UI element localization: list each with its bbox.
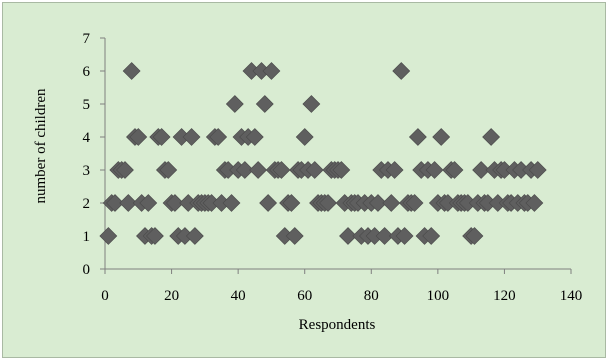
data-point [369,194,387,212]
data-points [99,62,547,245]
data-point [245,128,264,146]
data-point [259,194,278,212]
data-point [528,161,547,179]
data-point [385,161,404,179]
data-point [332,161,351,179]
y-tick-label: 2 [83,196,91,212]
x-tick-labels: 0 20 40 60 80 100 120 140 [101,288,582,304]
x-tick-label: 120 [493,288,516,304]
data-point [182,128,201,146]
x-tick-label: 60 [297,288,312,304]
data-point [425,161,444,179]
x-tick-label: 20 [164,288,179,304]
y-tick-label: 1 [83,229,91,245]
data-point [119,194,138,212]
x-axis-title: Respondents [299,317,376,333]
data-point [375,227,394,245]
y-tick-label: 4 [83,130,91,146]
data-point [116,161,134,179]
data-point [445,161,464,179]
data-point [285,227,304,245]
data-point [422,227,441,245]
data-point [165,194,184,212]
x-tick-label: 40 [231,288,246,304]
data-point [482,128,501,146]
data-point [235,161,254,179]
data-point [392,62,411,80]
data-point [395,227,414,245]
data-point [319,194,337,212]
data-point [272,161,291,179]
data-point [222,194,241,212]
data-point [302,95,321,113]
data-point [405,194,424,212]
data-point [146,227,164,245]
y-tick-label: 6 [83,64,91,80]
data-point [225,95,244,113]
data-point [339,227,357,245]
data-point [382,194,401,212]
y-axis-title: number of children [33,88,49,203]
data-point [262,62,281,80]
data-point [99,227,118,245]
data-point [255,95,274,113]
x-tick-label: 0 [101,288,109,304]
data-point [209,128,228,146]
data-point [159,161,178,179]
y-tick-label: 5 [83,97,91,113]
y-tick-label: 7 [83,31,91,47]
data-point [152,128,171,146]
data-point [472,161,491,179]
data-point [185,227,204,245]
data-point [465,227,484,245]
data-point [408,128,427,146]
x-tick-label: 100 [427,288,450,304]
y-tick-labels: 0 1 2 3 4 5 6 7 [83,31,91,278]
data-point [129,128,148,146]
data-point [139,194,158,212]
y-tick-label: 0 [83,262,91,278]
data-point [106,194,124,212]
data-point [295,128,314,146]
y-tick-label: 3 [83,163,91,179]
data-point [122,62,141,80]
x-tick-label: 140 [560,288,583,304]
data-point [282,194,301,212]
data-point [249,161,268,179]
data-point [432,128,451,146]
axes [100,37,572,274]
data-point [305,161,324,179]
data-point [525,194,544,212]
x-tick-label: 80 [364,288,379,304]
